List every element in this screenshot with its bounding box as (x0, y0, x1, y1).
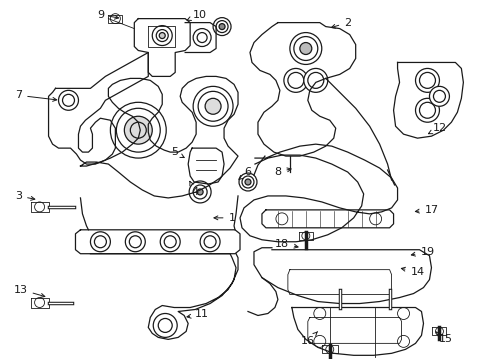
Text: 10: 10 (187, 10, 207, 21)
Ellipse shape (204, 98, 221, 114)
Ellipse shape (125, 232, 145, 252)
Ellipse shape (193, 86, 233, 126)
Text: 1: 1 (214, 213, 235, 223)
Ellipse shape (160, 232, 180, 252)
Ellipse shape (239, 173, 256, 191)
Text: 4: 4 (189, 181, 198, 197)
Ellipse shape (303, 68, 327, 92)
Ellipse shape (219, 24, 224, 30)
Ellipse shape (289, 32, 321, 64)
Text: 5: 5 (170, 147, 184, 158)
Ellipse shape (197, 189, 203, 195)
Ellipse shape (59, 90, 78, 110)
Ellipse shape (213, 18, 230, 36)
Text: 19: 19 (410, 247, 434, 257)
Text: 11: 11 (186, 310, 209, 319)
Ellipse shape (275, 213, 287, 225)
Ellipse shape (124, 116, 152, 144)
Ellipse shape (299, 42, 311, 54)
Text: 18: 18 (274, 239, 297, 249)
Text: 17: 17 (414, 205, 438, 215)
Ellipse shape (415, 98, 439, 122)
Text: 9: 9 (97, 10, 118, 20)
Ellipse shape (397, 336, 408, 347)
Text: 15: 15 (435, 332, 451, 345)
Text: 16: 16 (300, 332, 317, 346)
Text: 3: 3 (15, 191, 35, 201)
Ellipse shape (397, 307, 408, 319)
Ellipse shape (313, 336, 325, 347)
Ellipse shape (313, 307, 325, 319)
Text: 13: 13 (14, 284, 45, 297)
Ellipse shape (244, 179, 250, 185)
Ellipse shape (110, 102, 166, 158)
Ellipse shape (90, 232, 110, 252)
Ellipse shape (200, 232, 220, 252)
Text: 12: 12 (427, 123, 446, 134)
Ellipse shape (415, 68, 439, 92)
Ellipse shape (193, 28, 211, 46)
Ellipse shape (152, 26, 172, 45)
Ellipse shape (189, 181, 211, 203)
Text: 14: 14 (401, 267, 424, 276)
Text: 7: 7 (15, 90, 57, 101)
Text: 8: 8 (274, 167, 290, 177)
Text: 2: 2 (331, 18, 350, 28)
Ellipse shape (159, 32, 165, 39)
Ellipse shape (153, 314, 177, 337)
Text: 6: 6 (238, 167, 251, 179)
Ellipse shape (428, 86, 448, 106)
Ellipse shape (369, 213, 381, 225)
Ellipse shape (284, 68, 307, 92)
